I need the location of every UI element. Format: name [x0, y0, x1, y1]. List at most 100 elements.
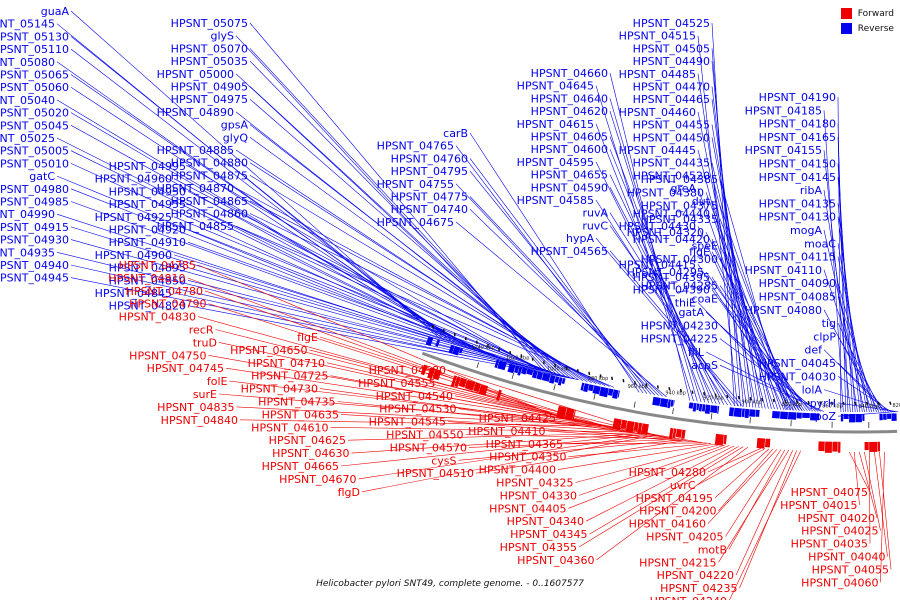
reverse-gene-label: HPSNT_04190 — [759, 91, 836, 104]
reverse-gene-feature — [592, 385, 601, 395]
label-leader-line — [718, 448, 774, 511]
reverse-gene-feature — [580, 382, 585, 391]
label-leader-line — [187, 267, 568, 378]
label-leader-line — [56, 175, 505, 361]
reverse-gene-label: HPSNT_04975 — [171, 93, 248, 106]
label-leader-line — [249, 60, 557, 375]
label-leader-line — [711, 175, 772, 409]
reverse-gene-feature — [659, 398, 669, 408]
kbp-tick — [593, 393, 596, 400]
reverse-gene-label: HPSNT_04450 — [633, 131, 710, 144]
kbp-tick — [511, 372, 515, 379]
label-leader-line — [718, 449, 790, 563]
reverse-gene-label: HPSNT_04645 — [517, 80, 594, 93]
label-leader-line — [697, 149, 766, 409]
label-leader-line — [719, 298, 811, 412]
label-leader-line — [879, 451, 892, 570]
label-leader-line — [465, 434, 676, 440]
reverse-gene-label: greA — [670, 182, 696, 195]
reverse-gene-feature — [557, 377, 563, 386]
forward-gene-feature — [556, 405, 567, 420]
reverse-gene-label: HPSNT_04385 — [641, 173, 718, 186]
forward-gene-label: folE — [207, 375, 228, 388]
track-marker — [830, 401, 834, 405]
forward-gene-feature — [818, 441, 825, 452]
label-leader-line — [848, 451, 871, 493]
reverse-gene-label: HPSNT_04145 — [759, 171, 836, 184]
reverse-gene-feature — [507, 363, 516, 374]
label-leader-line — [719, 285, 808, 412]
reverse-gene-label: HPSNT_04935 — [0, 246, 55, 259]
reverse-gene-label: HPSNT_04460 — [619, 106, 696, 119]
label-leader-line — [568, 443, 712, 457]
reverse-gene-label: HPSNT_04820 — [109, 300, 186, 313]
reverse-gene-label: HPSNT_04860 — [171, 208, 248, 221]
reverse-gene-label: HPSNT_04675 — [377, 216, 454, 229]
track-marker — [656, 385, 659, 389]
label-leader-line — [705, 192, 789, 411]
genome-backbone-arc — [421, 351, 898, 434]
reverse-gene-label: HPSNT_04865 — [171, 195, 248, 208]
reverse-gene-label: HPSNT_04880 — [171, 157, 248, 170]
label-leader-line — [697, 226, 785, 410]
reverse-gene-label: ruvC — [582, 219, 608, 232]
kbp-tick-label: 860 kbp — [822, 404, 842, 410]
reverse-gene-label: HPSNT_04300 — [641, 253, 718, 266]
label-leader-line — [595, 123, 706, 403]
forward-gene-feature — [496, 389, 502, 401]
forward-gene-label: HPSNT_04735 — [258, 396, 335, 409]
kbp-tick-label: 820 kbp — [893, 403, 900, 409]
reverse-gene-label: ribA — [800, 184, 823, 197]
reverse-gene-label: HPSNT_05045 — [0, 119, 69, 132]
reverse-gene-feature — [692, 403, 697, 412]
reverse-gene-label: dut — [692, 195, 711, 208]
reverse-gene-feature — [652, 396, 661, 406]
forward-gene-feature — [450, 375, 458, 388]
reverse-gene-label: HPSNT_04885 — [157, 144, 234, 157]
kbp-tick-label: 980 kbp — [588, 376, 608, 382]
kbp-tick — [710, 413, 713, 420]
reverse-gene-label: HPSNT_05020 — [0, 107, 69, 120]
legend-forward: Forward — [840, 8, 894, 19]
reverse-gene-label: HPSNT_04995 — [109, 160, 186, 173]
label-leader-line — [714, 448, 770, 499]
label-leader-line — [837, 402, 896, 412]
reverse-gene-feature — [701, 404, 706, 412]
label-leader-line — [249, 213, 610, 387]
reverse-gene-feature — [459, 347, 463, 354]
reverse-gene-label: HPSNT_04660 — [531, 67, 608, 80]
forward-gene-label: HPSNT_04730 — [241, 383, 318, 396]
reverse-gene-feature — [788, 412, 797, 420]
legend-forward-label: Forward — [857, 8, 894, 19]
reverse-gene-feature — [588, 384, 594, 392]
forward-gene-label: HPSNT_04330 — [500, 489, 577, 502]
forward-gene-feature — [473, 382, 482, 393]
reverse-gene-label: HPSNT_04415 — [619, 258, 696, 271]
reverse-gene-label: HPSNT_04615 — [517, 118, 594, 131]
label-leader-line — [837, 256, 870, 412]
label-leader-line — [578, 446, 744, 548]
label-leader-line — [868, 451, 871, 544]
label-leader-line — [218, 393, 596, 425]
reverse-gene-label: glyS — [210, 30, 234, 43]
label-leader-line — [595, 237, 740, 407]
reverse-gene-feature — [749, 409, 756, 417]
reverse-gene-feature — [531, 370, 538, 379]
forward-gene-label: HPSNT_04195 — [636, 492, 713, 505]
label-leader-line — [837, 336, 884, 412]
reverse-gene-label: HPSNT_04640 — [531, 92, 608, 105]
label-leader-line — [596, 446, 748, 561]
reverse-gene-label: HPSNT_04875 — [171, 169, 248, 182]
forward-gene-label: HPSNT_04635 — [262, 408, 339, 421]
label-leader-line — [728, 449, 786, 550]
label-leader-line — [236, 406, 600, 426]
label-leader-line — [864, 451, 881, 531]
track-marker — [772, 398, 775, 403]
reverse-gene-feature — [517, 366, 523, 376]
forward-gene-feature — [612, 418, 622, 430]
forward-gene-label: HPSNT_04345 — [510, 528, 587, 541]
forward-gene-label: HPSNT_04650 — [230, 344, 307, 357]
reverse-gene-feature — [494, 359, 500, 368]
label-leader-line — [595, 161, 717, 404]
label-leader-line — [585, 445, 735, 522]
